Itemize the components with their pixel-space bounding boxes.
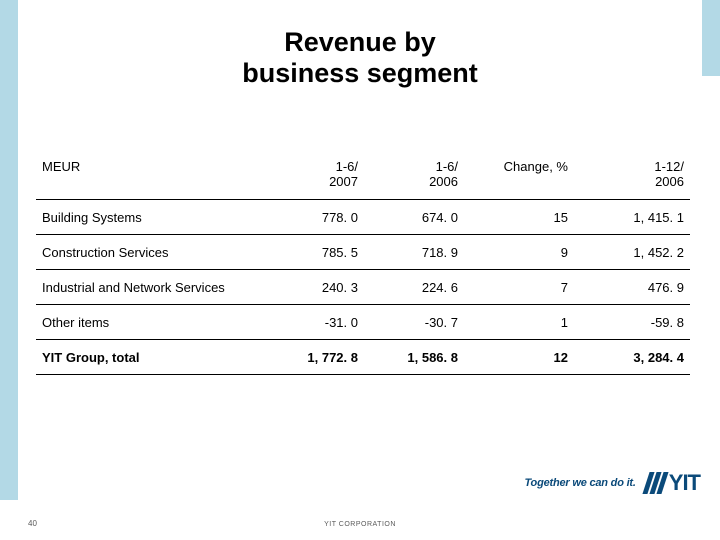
- title-panel: Revenue by business segment: [18, 0, 702, 116]
- row-col-c: 9: [464, 234, 574, 269]
- row-col-b: 718. 9: [364, 234, 464, 269]
- row-label: Construction Services: [36, 234, 264, 269]
- table-row: Other items-31. 0-30. 71-59. 8: [36, 304, 690, 339]
- row-col-b: -30. 7: [364, 304, 464, 339]
- row-col-c: 12: [464, 339, 574, 374]
- row-col-b: 1, 586. 8: [364, 339, 464, 374]
- row-col-a: 778. 0: [264, 199, 364, 234]
- background-left-band: [0, 0, 18, 540]
- logo-text: YIT: [669, 470, 700, 496]
- footer-credit: YIT CORPORATION: [0, 521, 720, 528]
- row-label: YIT Group, total: [36, 339, 264, 374]
- row-label: Building Systems: [36, 199, 264, 234]
- header-col-b: 1-6/ 2006: [364, 150, 464, 199]
- brand-tagline: Together we can do it.: [524, 477, 635, 489]
- logo-slashes-icon: [646, 472, 665, 494]
- table-row: Building Systems778. 0674. 0151, 415. 1: [36, 199, 690, 234]
- row-col-a: 785. 5: [264, 234, 364, 269]
- page-title: Revenue by business segment: [242, 27, 478, 89]
- header-col-c: Change, %: [464, 150, 574, 199]
- table-row: Industrial and Network Services240. 3224…: [36, 269, 690, 304]
- table-row: Construction Services785. 5718. 991, 452…: [36, 234, 690, 269]
- row-col-a: 1, 772. 8: [264, 339, 364, 374]
- row-col-d: 1, 415. 1: [574, 199, 690, 234]
- table-header-row: MEUR 1-6/ 2007 1-6/ 2006 Change, % 1-12/…: [36, 150, 690, 199]
- title-line-1: Revenue by: [284, 27, 436, 57]
- header-col-d: 1-12/ 2006: [574, 150, 690, 199]
- footer-bar: [0, 500, 720, 540]
- brand-block: Together we can do it. YIT: [524, 470, 700, 496]
- row-col-a: 240. 3: [264, 269, 364, 304]
- row-col-c: 15: [464, 199, 574, 234]
- row-col-d: -59. 8: [574, 304, 690, 339]
- row-col-d: 1, 452. 2: [574, 234, 690, 269]
- brand-logo: YIT: [646, 470, 700, 496]
- header-label: MEUR: [36, 150, 264, 199]
- revenue-table: MEUR 1-6/ 2007 1-6/ 2006 Change, % 1-12/…: [36, 150, 690, 375]
- row-col-d: 476. 9: [574, 269, 690, 304]
- title-line-2: business segment: [242, 58, 478, 88]
- row-col-b: 224. 6: [364, 269, 464, 304]
- table-row: YIT Group, total1, 772. 81, 586. 8123, 2…: [36, 339, 690, 374]
- row-col-b: 674. 0: [364, 199, 464, 234]
- row-col-c: 7: [464, 269, 574, 304]
- header-col-a: 1-6/ 2007: [264, 150, 364, 199]
- row-label: Industrial and Network Services: [36, 269, 264, 304]
- row-col-a: -31. 0: [264, 304, 364, 339]
- table-body: Building Systems778. 0674. 0151, 415. 1C…: [36, 199, 690, 374]
- row-label: Other items: [36, 304, 264, 339]
- row-col-d: 3, 284. 4: [574, 339, 690, 374]
- row-col-c: 1: [464, 304, 574, 339]
